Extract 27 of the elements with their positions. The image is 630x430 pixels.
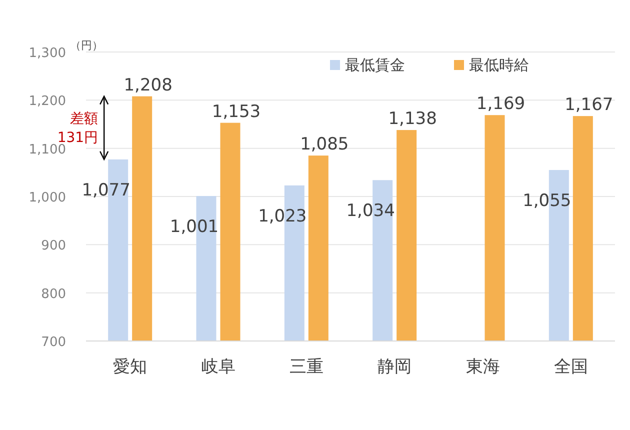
y-tick-label: 1,000 (28, 190, 66, 206)
data-label: 1,208 (124, 75, 172, 96)
data-label: 1,167 (564, 95, 614, 116)
x-tick-label: 三重 (289, 357, 324, 377)
data-label: 1,085 (300, 134, 349, 155)
data-label: 1,034 (346, 201, 395, 222)
x-tick-label: 東海 (466, 357, 500, 377)
x-tick-label: 全国 (554, 357, 588, 377)
data-label: 1,001 (170, 217, 219, 238)
y-axis-title: （円） (70, 39, 103, 52)
data-label: 1,023 (258, 206, 307, 226)
x-tick-label: 愛知 (113, 357, 148, 377)
y-tick-label: 1,100 (28, 142, 66, 158)
y-tick-label: 800 (41, 286, 66, 302)
legend-label: 最低賃金 (345, 56, 405, 74)
y-tick-label: 1,300 (28, 46, 66, 61)
x-tick-label: 静岡 (378, 357, 412, 377)
y-tick-label: 900 (41, 238, 66, 254)
x-tick-label: 岐阜 (201, 357, 236, 377)
data-label: 1,138 (388, 109, 437, 130)
data-label: 1,169 (476, 94, 526, 114)
data-label: 1,055 (522, 191, 572, 212)
y-tick-label: 700 (41, 335, 66, 350)
data-label: 1,153 (212, 102, 261, 122)
legend-label: 最低時給 (469, 56, 529, 74)
y-tick-label: 1,200 (28, 94, 66, 110)
data-label: 1,077 (82, 180, 130, 200)
